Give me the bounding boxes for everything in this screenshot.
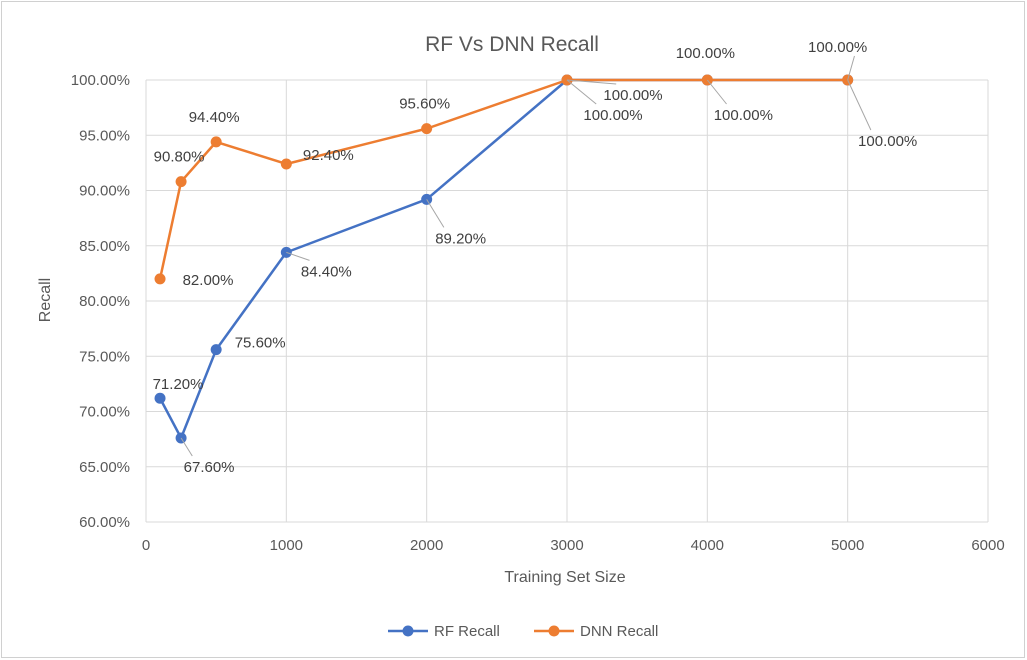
data-point-rf — [154, 392, 166, 404]
y-tick-label: 90.00% — [79, 183, 130, 200]
leader-line — [426, 199, 445, 228]
leader-line — [180, 437, 193, 457]
data-label-rf: 71.20% — [153, 376, 204, 393]
data-point-dnn — [154, 273, 166, 285]
leader-line — [566, 79, 617, 85]
x-tick-labels: 0 1000 2000 3000 4000 5000 6000 — [142, 537, 1005, 554]
x-tick-label: 3000 — [550, 537, 583, 554]
leader-line — [286, 251, 310, 261]
data-label-dnn: 100.00% — [603, 87, 662, 104]
leader-line — [847, 55, 855, 81]
legend-marker-rf — [402, 625, 414, 637]
label-leader-lines — [180, 55, 872, 457]
y-tick-label: 100.00% — [71, 72, 130, 89]
data-label-dnn: 100.00% — [808, 39, 867, 56]
data-point-dnn — [280, 158, 292, 170]
x-tick-label: 5000 — [831, 537, 864, 554]
data-label-dnn: 92.40% — [303, 147, 354, 164]
y-tick-label: 65.00% — [79, 459, 130, 476]
data-point-dnn — [210, 136, 222, 148]
data-label-rf: 100.00% — [714, 107, 773, 124]
data-label-dnn: 90.80% — [154, 149, 205, 166]
legend: RF Recall DNN Recall — [388, 623, 658, 640]
data-point-dnn — [175, 176, 187, 188]
legend-label-dnn: DNN Recall — [580, 623, 658, 640]
series-line-rf — [158, 78, 848, 440]
chart-title: RF Vs DNN Recall — [425, 33, 599, 56]
data-label-rf: 100.00% — [858, 133, 917, 150]
gridlines — [145, 79, 989, 523]
data-label-rf: 89.20% — [435, 230, 486, 247]
data-label-dnn: 100.00% — [676, 45, 735, 62]
x-tick-label: 1000 — [270, 537, 303, 554]
x-tick-label: 2000 — [410, 537, 443, 554]
x-tick-label: 4000 — [691, 537, 724, 554]
data-label-dnn: 95.60% — [399, 96, 450, 113]
leader-line — [706, 79, 727, 105]
y-tick-label: 80.00% — [79, 293, 130, 310]
x-tick-label: 0 — [142, 537, 150, 554]
y-tick-label: 75.00% — [79, 348, 130, 365]
y-tick-label: 60.00% — [79, 514, 130, 531]
data-label-rf: 100.00% — [583, 107, 642, 124]
y-tick-label: 85.00% — [79, 238, 130, 255]
series-line-dnn — [158, 78, 848, 280]
data-label-rf: 75.60% — [235, 335, 286, 352]
x-axis-title: Training Set Size — [504, 569, 625, 586]
data-label-rf: 67.60% — [184, 459, 235, 476]
data-point-rf — [210, 344, 222, 356]
data-labels: 71.20% 67.60% 75.60% 84.40% 89.20% 100.00% 100… — [153, 39, 918, 476]
data-label-dnn: 82.00% — [183, 272, 234, 289]
data-label-dnn: 94.40% — [189, 109, 240, 126]
leader-line — [847, 79, 872, 131]
y-tick-labels: 60.00% 65.00% 70.00% 75.00% 80.00% 85.00% 90.0… — [71, 72, 130, 531]
leader-line — [566, 79, 597, 105]
y-tick-label: 70.00% — [79, 404, 130, 421]
legend-label-rf: RF Recall — [434, 623, 500, 640]
y-axis-title: Recall — [37, 278, 54, 322]
series-lines — [154, 74, 854, 444]
y-tick-label: 95.00% — [79, 127, 130, 144]
legend-marker-dnn — [548, 625, 560, 637]
x-tick-label: 6000 — [971, 537, 1004, 554]
data-point-dnn — [421, 123, 433, 135]
data-label-rf: 84.40% — [301, 263, 352, 280]
